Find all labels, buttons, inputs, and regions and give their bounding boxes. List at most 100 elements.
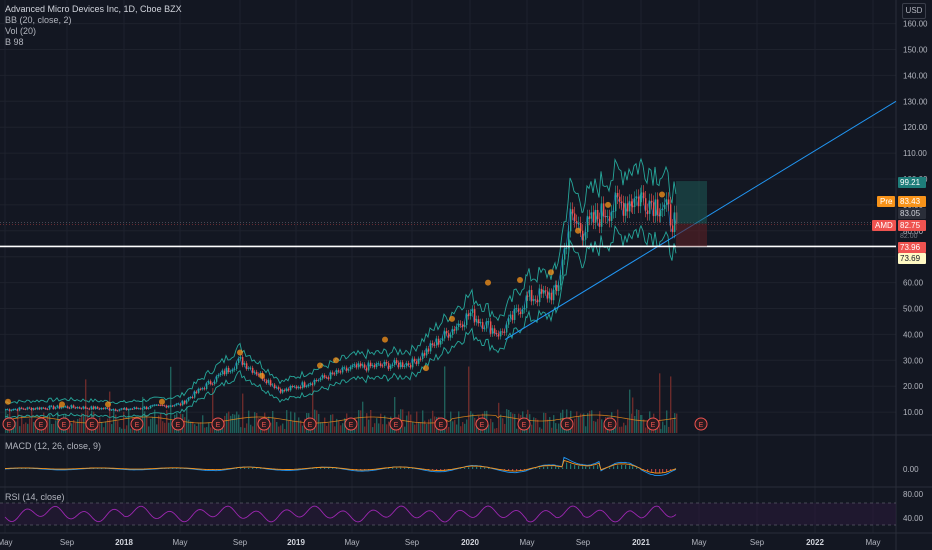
candle-body [370, 362, 372, 367]
candle-body [123, 408, 125, 410]
event-bubble [333, 357, 339, 364]
candle-body [338, 370, 340, 372]
vol-legend[interactable]: Vol (20) [5, 26, 37, 36]
candle-body [583, 239, 585, 241]
candle-body [500, 331, 502, 337]
macd-histogram-bar [464, 467, 466, 469]
earnings-letter: E [7, 422, 12, 429]
volume-bar [318, 413, 320, 433]
volume-bar [55, 420, 57, 433]
candle-body [578, 223, 580, 224]
candle-body [450, 334, 452, 338]
symbol-legend[interactable]: Advanced Micro Devices Inc, 1D, Cboe BZX [5, 4, 182, 14]
candle-body [360, 363, 362, 367]
volume-bar [551, 427, 553, 433]
candle-body [162, 405, 164, 407]
candle-body [506, 324, 508, 333]
volume-bar [320, 422, 322, 433]
candle-body [168, 406, 170, 408]
volume-bar [490, 418, 492, 433]
volume-bar [408, 411, 410, 433]
macd-histogram-bar [558, 467, 560, 469]
candle-body [328, 377, 330, 379]
candle-body [462, 324, 464, 328]
volume-bar [660, 428, 662, 433]
candle-body [543, 290, 545, 294]
candle-body [446, 330, 448, 334]
volume-bar [402, 409, 404, 433]
volume-bar [238, 414, 240, 433]
earnings-marker: E [303, 417, 317, 431]
earnings-marker: E [646, 417, 660, 431]
earnings-letter: E [216, 422, 221, 429]
candle-body [553, 289, 555, 301]
volume-bar [278, 426, 280, 433]
candle-body [75, 407, 77, 409]
time-tick-label: 2022 [806, 538, 824, 547]
volume-bar [430, 418, 432, 433]
candle-body [512, 314, 514, 320]
volume-bar [208, 422, 210, 433]
volume-bar [468, 366, 470, 433]
event-bubble [5, 398, 11, 405]
price-tick-label: 160.00 [903, 20, 928, 29]
candle-body [202, 388, 204, 390]
candle-body [484, 328, 486, 330]
candle-body [97, 406, 99, 409]
volume-bar [631, 413, 633, 433]
volume-bar [587, 413, 589, 433]
earnings-circle [560, 417, 574, 431]
earnings-marker: E [694, 417, 708, 431]
bb-legend[interactable]: BB (20, close, 2) [5, 15, 72, 25]
macd-histogram-bar [589, 466, 591, 469]
candle-body [29, 407, 31, 409]
macd-histogram-bar [566, 462, 568, 469]
volume-bar [290, 411, 292, 433]
macd-histogram-bar [666, 469, 668, 473]
volume-bar [31, 410, 33, 433]
earnings-letter: E [522, 422, 527, 429]
candle-body [87, 408, 89, 410]
candle-body [71, 405, 73, 409]
volume-bar [81, 413, 83, 433]
earnings-letter: E [480, 422, 485, 429]
candle-body [180, 403, 182, 406]
candle-body [290, 386, 292, 391]
candle-body [518, 308, 520, 312]
volume-bar [376, 418, 378, 433]
candle-body [476, 319, 478, 323]
earnings-circle [257, 417, 271, 431]
candle-body [21, 407, 23, 409]
candle-body [332, 372, 334, 374]
earnings-marker: E [389, 417, 403, 431]
candle-body [156, 404, 158, 406]
volume-bar [512, 413, 514, 433]
macd-histogram-bar [408, 468, 410, 469]
candle-body [444, 330, 446, 339]
candle-body [31, 407, 33, 410]
macd-legend[interactable]: MACD (12, 26, close, 9) [5, 441, 102, 451]
rsi-legend[interactable]: RSI (14, close) [5, 492, 65, 502]
extra-legend[interactable]: B 98 [5, 37, 24, 47]
event-bubble [423, 365, 429, 372]
macd-histogram-bar [248, 467, 250, 469]
candle-body [250, 367, 252, 369]
candle-body [33, 408, 35, 410]
earnings-circle [603, 417, 617, 431]
volume-bar [384, 415, 386, 433]
candle-body [216, 376, 218, 382]
candle-body [619, 196, 621, 202]
currency-button[interactable]: USD [902, 3, 926, 19]
candle-body [182, 400, 184, 406]
volume-bar [71, 423, 73, 433]
earnings-marker: E [434, 417, 448, 431]
macd-tick-label: 0.00 [903, 465, 919, 474]
macd-histogram-bar [392, 467, 394, 469]
candle-body [466, 313, 468, 326]
volume-bar [643, 419, 645, 433]
candle-body [522, 309, 524, 315]
volume-bar [496, 428, 498, 433]
volume-bar [296, 420, 298, 433]
